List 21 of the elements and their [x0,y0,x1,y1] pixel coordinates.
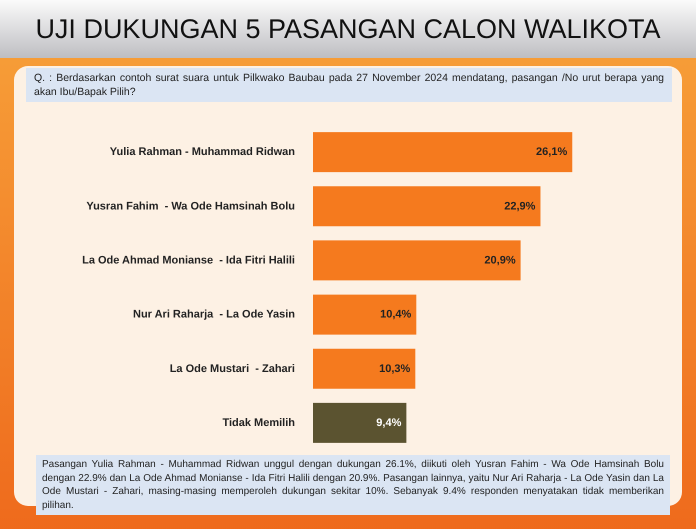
y-tick-label: Tidak Memilih [222,416,296,429]
bar [313,402,406,443]
data-label: 10,4% [380,308,412,321]
data-label: 10,3% [379,362,411,375]
y-tick-label: La Ode Mustari - Zahari [170,362,295,375]
data-label: 22,9% [504,200,536,212]
y-tick-label: Yusran Fahim - Wa Ode Hamsinah Bolu [86,200,295,212]
text: Pasangan Yulia Rahman - Muhammad Ridwan unggul dengan dukungan 26.1%, diikuti oleh Yusran Fahim - Wa Ode Hamsinah Bolu dengan 22.9% dan La Ode Ahmad Monianse - Ida Fitri Halili dengan 20.9%. Pasangan lainnya, yaitu Nur Ari Raharja - La Ode Yasin dan La Ode Mustari - Zahari, masing-masing memperoleh dukungan sekitar 10%. Sebanyak 9.4% responden menyatakan tidak memberikan pilihan. [36,455,670,515]
bar [313,132,572,172]
bar [313,294,416,335]
bar [313,348,416,389]
y-tick-label: Yulia Rahman - Muhammad Ridwan [110,146,296,158]
data-label: 26,1% [536,146,568,158]
chart-title: UJI DUKUNGAN 5 PASANGAN CALON WALIKOTA [0,0,696,58]
y-tick-label: Nur Ari Raharja - La Ode Yasin [133,308,296,321]
chart-subtitle: Q. : Berdasarkan contoh surat suara untuk Pilkwako Baubau pada 27 November 2024 mendatang, pasangan /No urut berapa yang akan Ibu/Bapak Pilih? [26,68,672,102]
y-tick-label: La Ode Ahmad Monianse - Ida Fitri Halili [82,254,295,266]
data-label: 9,4% [376,416,402,429]
data-label: 20,9% [484,254,516,266]
bar [313,240,521,280]
bar [313,186,540,226]
